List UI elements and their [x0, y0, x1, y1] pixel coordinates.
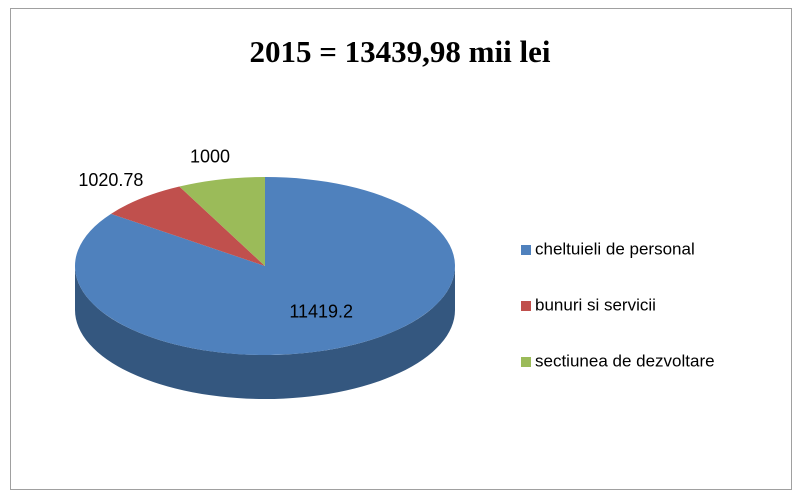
legend-swatch	[521, 301, 531, 311]
legend-swatch	[521, 245, 531, 255]
legend-label: bunuri si servicii	[535, 295, 656, 314]
legend-swatch	[521, 357, 531, 367]
slice	[75, 177, 456, 355]
data-label: 11419.2	[289, 301, 353, 321]
data-label: 1020.78	[78, 170, 143, 190]
slice	[111, 186, 265, 266]
legend-label: sectiunea de dezvoltare	[535, 351, 715, 370]
slice-side	[75, 266, 455, 399]
data-label: 1000	[190, 147, 230, 167]
slice	[179, 177, 265, 266]
chart-title: 2015 = 13439,98 mii lei	[250, 34, 551, 69]
legend-label: cheltuieli de personal	[535, 239, 695, 258]
